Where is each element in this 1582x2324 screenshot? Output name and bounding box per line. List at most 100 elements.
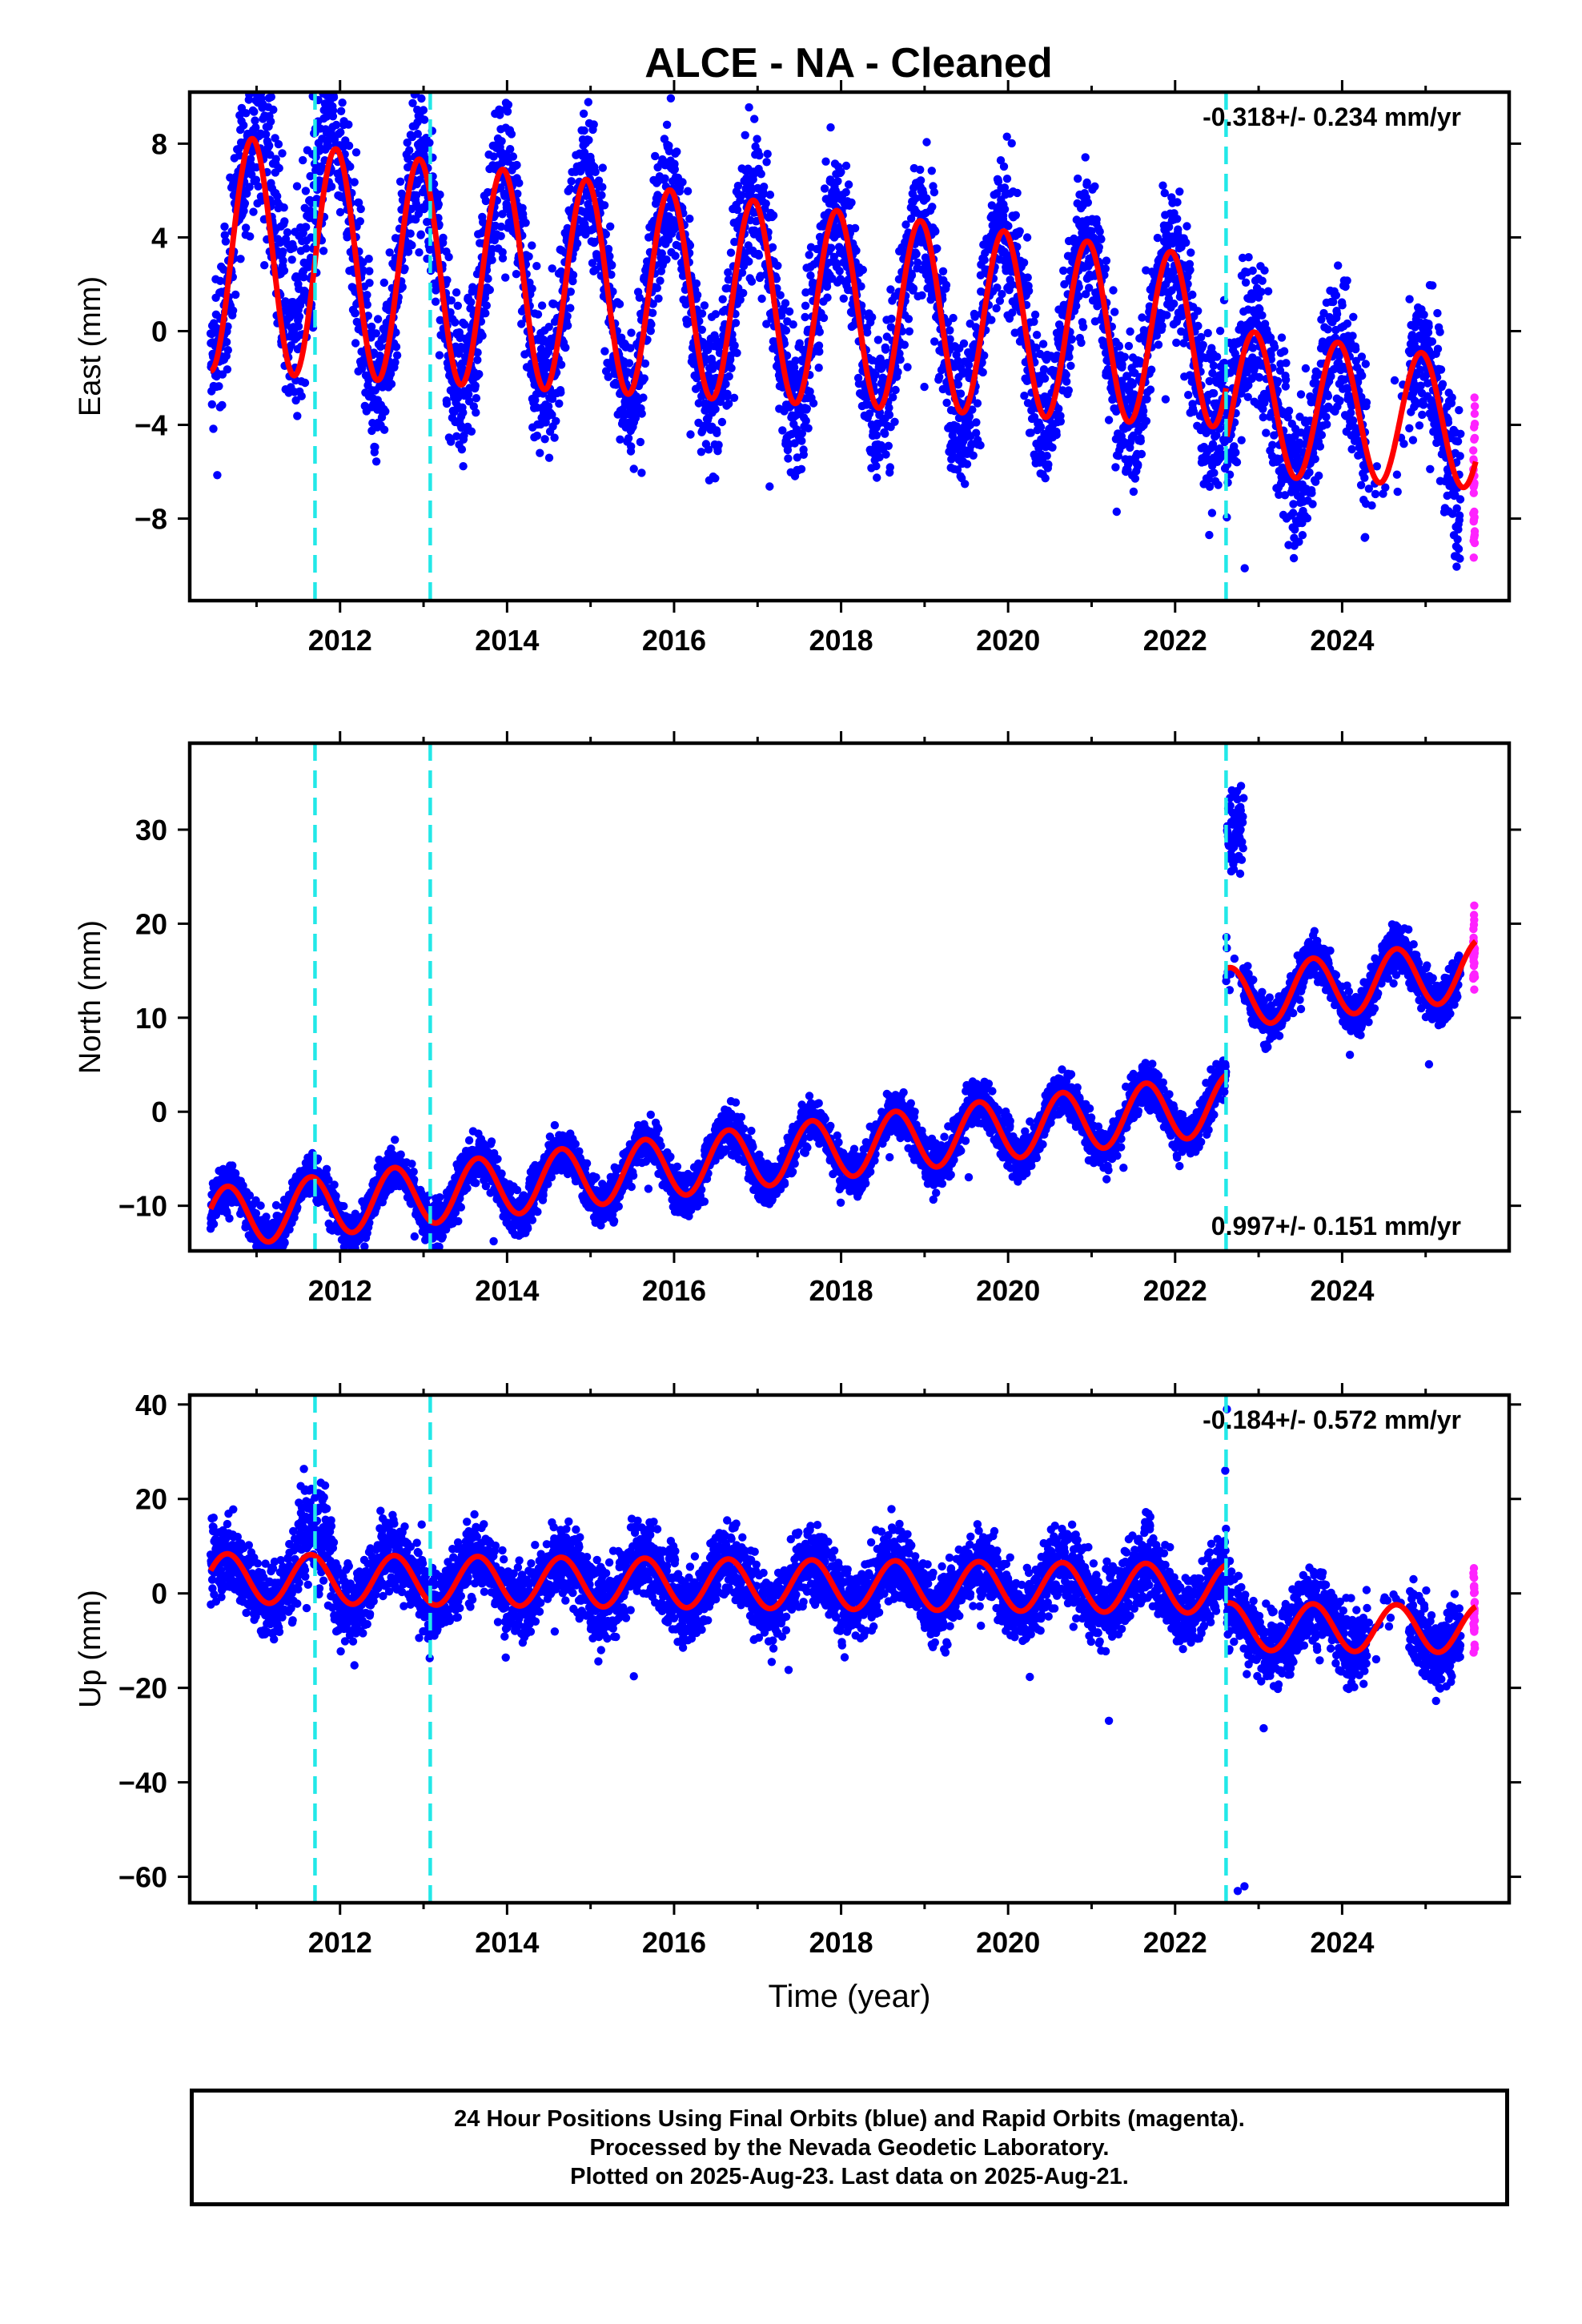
east-final-point	[1289, 500, 1298, 509]
east-final-point	[1074, 292, 1083, 301]
east-final-point	[1124, 341, 1134, 351]
east-final-point	[801, 416, 810, 425]
east-final-point	[498, 254, 508, 263]
east-final-point	[400, 264, 409, 273]
east-final-point	[247, 71, 255, 79]
east-final-point	[930, 337, 939, 346]
east-final-point	[265, 141, 274, 151]
east-final-point	[517, 320, 526, 328]
east-final-point	[379, 425, 389, 434]
east-final-point	[1240, 564, 1249, 573]
east-final-point	[1015, 227, 1024, 235]
east-final-point	[580, 126, 588, 135]
east-final-point	[964, 360, 974, 369]
east-final-point	[572, 239, 582, 248]
east-final-point	[969, 451, 978, 460]
east-final-point	[640, 359, 650, 368]
east-final-point	[594, 176, 604, 185]
east-final-point	[252, 163, 261, 172]
east-final-point	[344, 120, 353, 129]
east-final-point	[1182, 222, 1191, 231]
east-final-point	[403, 138, 412, 147]
east-final-point	[1244, 253, 1253, 262]
east-final-point	[262, 33, 270, 41]
east-final-point	[333, 30, 341, 38]
east-final-point	[1338, 301, 1347, 310]
east-final-point	[292, 182, 302, 191]
east-final-point	[753, 135, 761, 143]
east-final-point	[524, 252, 533, 261]
east-final-point	[1186, 248, 1195, 257]
east-final-point	[745, 257, 753, 266]
east-final-point	[1101, 264, 1110, 273]
east-final-point	[739, 288, 748, 298]
east-final-point	[359, 266, 367, 275]
east-final-point	[1231, 448, 1240, 457]
east-final-point	[278, 149, 287, 158]
east-final-point	[396, 177, 405, 186]
east-final-point	[661, 174, 669, 183]
east-final-point	[933, 244, 942, 253]
east-final-point	[294, 322, 303, 331]
east-final-point	[697, 325, 706, 334]
east-final-point	[797, 436, 806, 445]
east-final-point	[1013, 188, 1022, 198]
east-final-point	[727, 364, 736, 372]
east-final-point	[627, 442, 636, 451]
east-final-point	[1042, 452, 1051, 460]
east-final-point	[391, 328, 400, 337]
east-final-point	[539, 336, 548, 344]
east-final-point	[338, 99, 347, 107]
east-final-point	[978, 368, 987, 377]
east-final-point	[1139, 406, 1148, 416]
east-final-point	[1081, 153, 1090, 162]
east-final-point	[568, 271, 578, 279]
east-final-point	[544, 453, 554, 462]
east-final-point	[962, 460, 972, 468]
east-final-point	[275, 163, 283, 173]
east-final-point	[1137, 449, 1146, 459]
east-final-point	[331, 82, 339, 90]
east-final-point	[241, 223, 251, 232]
east-final-point	[1154, 340, 1163, 349]
east-final-point	[971, 323, 981, 332]
east-final-point	[881, 345, 890, 354]
east-final-point	[1085, 283, 1094, 292]
east-final-point	[579, 109, 588, 119]
east-final-point	[726, 351, 735, 360]
east-final-point	[1158, 181, 1167, 190]
east-final-point	[1122, 372, 1132, 381]
east-final-point	[881, 450, 890, 459]
east-final-point	[624, 434, 633, 443]
east-final-point	[942, 398, 951, 408]
east-final-point	[804, 424, 813, 432]
east-final-point	[279, 203, 288, 212]
east-final-point	[512, 160, 521, 170]
east-final-point	[605, 251, 614, 261]
east-final-point	[1000, 205, 1010, 214]
east-final-point	[1205, 482, 1215, 491]
east-final-point	[1259, 404, 1267, 413]
east-final-point	[287, 341, 295, 350]
east-final-point	[913, 258, 922, 267]
east-final-point	[631, 413, 640, 423]
east-final-point	[302, 223, 311, 231]
east-final-point	[608, 260, 616, 270]
east-final-point	[563, 321, 572, 330]
east-final-point	[1170, 300, 1178, 308]
east-final-point	[704, 345, 713, 355]
east-final-point	[467, 298, 476, 307]
east-final-point	[243, 189, 251, 198]
east-final-point	[714, 440, 723, 449]
east-final-point	[900, 340, 909, 349]
east-final-point	[1041, 474, 1050, 483]
east-final-point	[1036, 423, 1046, 432]
east-final-point	[335, 207, 345, 217]
east-final-point	[363, 312, 372, 320]
east-final-point	[967, 440, 976, 448]
east-final-point	[482, 301, 491, 310]
east-final-point	[1329, 297, 1338, 307]
east-final-point	[822, 282, 832, 292]
east-final-point	[1184, 391, 1193, 400]
east-final-point	[769, 211, 778, 220]
